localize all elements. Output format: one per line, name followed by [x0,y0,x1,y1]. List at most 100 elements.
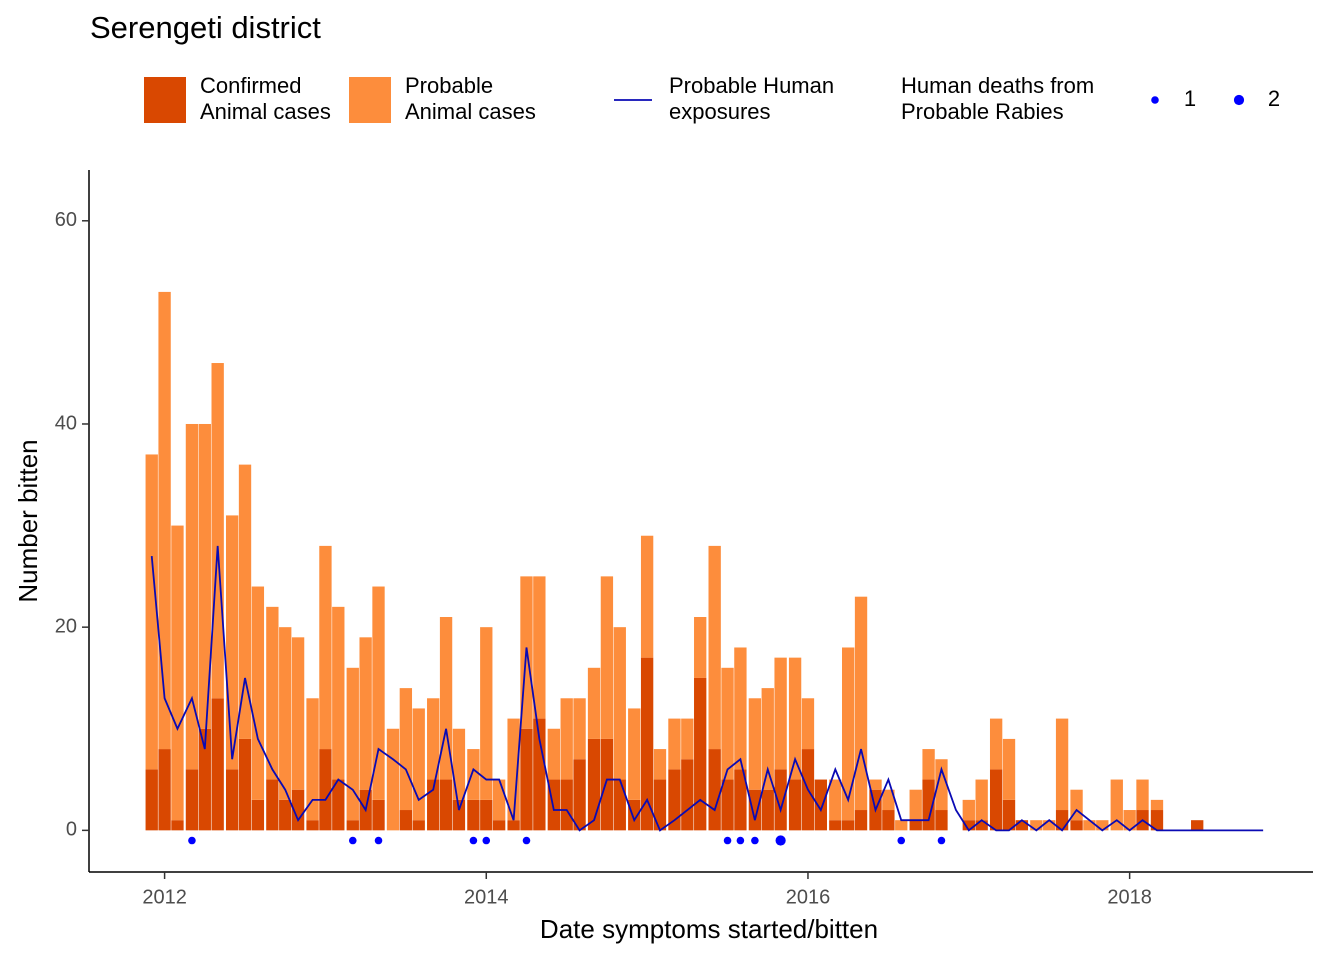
bar [386,728,400,831]
bar [1083,820,1096,831]
y-tick-label: 40 [55,412,77,434]
bar [668,718,681,770]
bar [721,779,734,831]
bar [788,779,802,831]
bar [198,423,211,729]
bar [359,637,372,790]
x-tick-label: 2016 [786,886,831,908]
bar [694,677,707,831]
bar [238,738,252,831]
bar [788,657,802,780]
bar [452,728,466,800]
bar [628,799,641,831]
bar [145,769,158,831]
death-point [937,836,946,845]
bar [198,728,211,831]
bar [492,820,506,831]
bar [748,789,762,831]
bar [533,718,546,831]
bar [748,698,762,790]
legend-label: Probable Human exposures [669,73,834,124]
bar [869,779,882,790]
y-tick-label: 0 [66,819,77,841]
bar [573,759,586,831]
bar [962,799,975,821]
bar [653,749,667,780]
bar [372,586,385,800]
bar [492,779,506,821]
bar [922,749,935,780]
bar [1110,779,1123,831]
bar [653,779,667,831]
death-point [736,836,745,845]
bar [439,617,453,780]
bar [158,291,171,750]
bar [882,789,895,811]
legend-dot [1233,94,1245,106]
bar [279,799,292,831]
death-point [897,836,906,845]
legend-label: Confirmed Animal cases [200,73,331,124]
bar [681,759,694,831]
bar [734,769,747,831]
y-axis-title: Number bitten [13,439,43,602]
bar [600,738,614,831]
bar [291,637,305,790]
bar [1136,779,1149,811]
bar [1191,820,1204,831]
bar [346,820,359,831]
x-tick-label: 2014 [464,886,509,908]
bar [332,779,345,831]
bar [225,769,239,831]
bar [158,749,171,831]
exposure-line [150,545,1264,832]
legend-swatch [144,77,186,123]
bar [171,525,184,821]
bar [251,799,265,831]
bar [467,799,480,831]
bar [171,820,184,831]
bar [306,820,319,831]
bar [909,789,922,821]
bar [1070,820,1083,831]
bar [560,698,573,780]
bar [1055,718,1069,811]
bar [306,698,319,821]
bar [1150,799,1164,811]
bar [975,779,988,821]
bar [842,820,855,831]
death-point [469,836,478,845]
bar [319,545,332,750]
bar [587,667,601,739]
bar [507,820,520,831]
bar [600,576,614,739]
death-point [188,836,196,845]
bar [185,769,199,831]
bar [761,688,774,790]
bar [681,718,694,760]
bar [1015,820,1029,831]
bar [211,363,224,699]
bar [427,698,440,780]
bar [412,708,425,821]
bar [613,779,626,831]
bar [829,779,842,821]
bar [842,647,855,821]
bar [962,820,975,831]
bar [922,779,935,831]
x-tick-label: 2018 [1107,886,1152,908]
bar [854,810,868,831]
bar [734,647,747,770]
legend-title: Human deaths from Probable Rabies [901,73,1094,124]
bar [319,749,332,831]
bar [1030,820,1043,831]
bar [774,657,787,770]
bar [251,586,265,800]
bar [829,820,842,831]
bar [628,708,641,800]
bar [372,799,385,831]
bar [573,698,586,760]
x-axis-title: Date symptoms started/bitten [540,914,878,944]
